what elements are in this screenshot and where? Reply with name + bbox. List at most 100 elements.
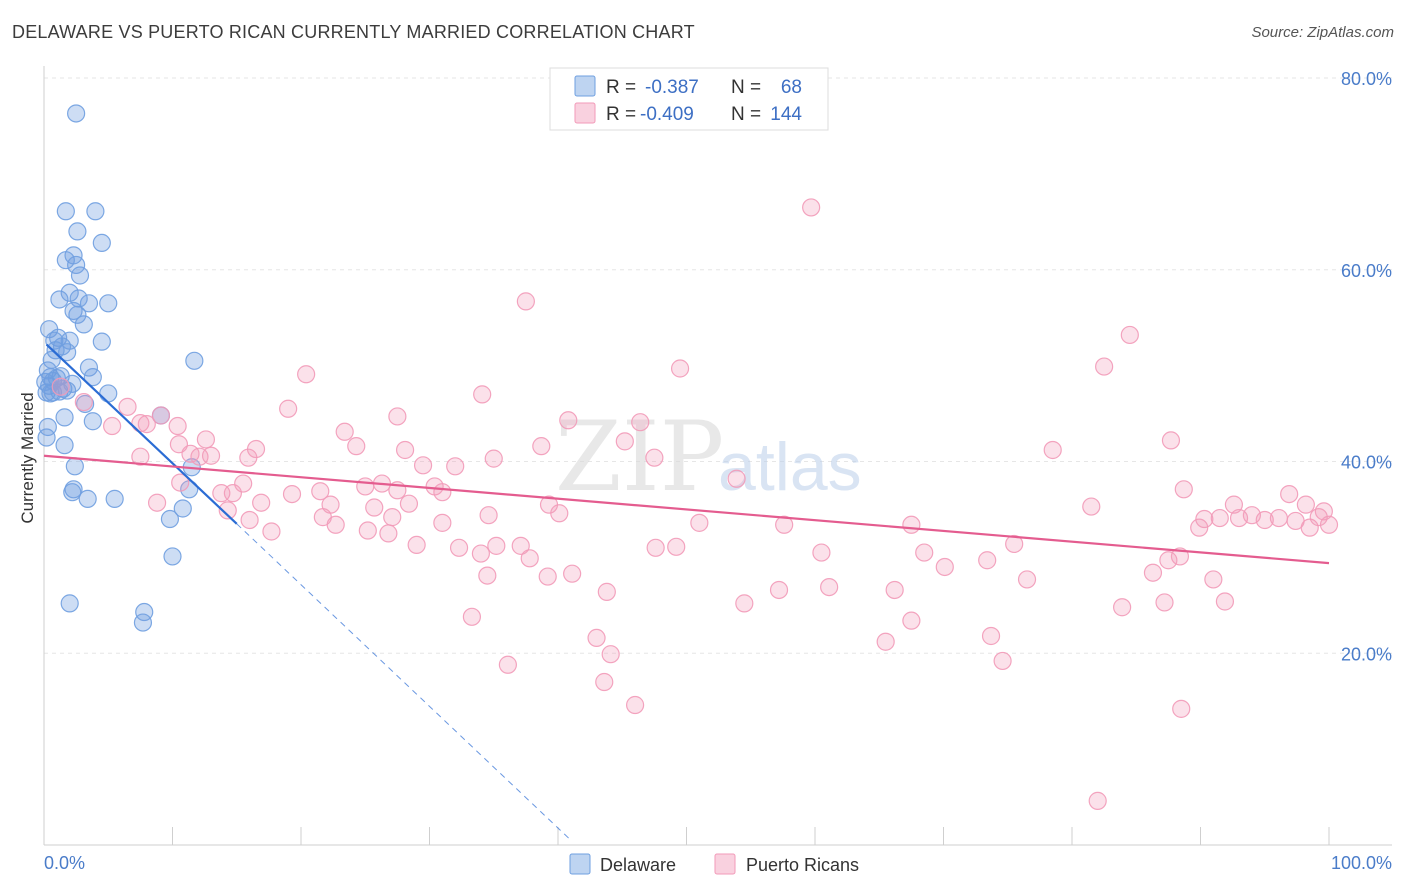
puerto-ricans-point-35 [645, 448, 664, 467]
puerto-ricans-point-18 [168, 416, 187, 436]
puerto-ricans-point-59 [1224, 495, 1244, 514]
delaware-point-0 [67, 104, 86, 123]
puerto-ricans-point-96 [471, 544, 490, 563]
delaware-point-10 [50, 290, 69, 309]
puerto-ricans-point-105 [563, 564, 582, 583]
delaware-point-31 [83, 368, 102, 387]
puerto-ricans-point-79 [690, 513, 709, 532]
puerto-ricans-point-118 [981, 626, 1001, 646]
puerto-ricans-point-83 [1255, 510, 1274, 530]
y-tick-label-2: 60.0% [1341, 261, 1392, 281]
puerto-ricans-point-61 [218, 501, 237, 520]
puerto-ricans-point-66 [1195, 509, 1214, 529]
bottom-legend-label-delaware: Delaware [600, 855, 676, 875]
puerto-ricans-point-32 [131, 447, 150, 466]
puerto-ricans-point-92 [667, 537, 686, 556]
puerto-ricans-point-19 [335, 422, 354, 441]
puerto-ricans-point-111 [820, 577, 839, 597]
delaware-point-50 [55, 436, 74, 455]
bottom-legend-label-puerto-ricans: Puerto Ricans [746, 855, 859, 875]
puerto-ricans-point-116 [462, 607, 482, 626]
series-puerto-ricans-points [51, 198, 1339, 810]
legend-r-label-delaware: R = [606, 77, 636, 98]
puerto-ricans-point-51 [223, 484, 242, 503]
legend-swatch-puerto-ricans [574, 102, 596, 124]
puerto-ricans-point-98 [935, 557, 954, 577]
puerto-ricans-point-122 [993, 651, 1012, 671]
puerto-ricans-point-84 [1300, 518, 1319, 537]
puerto-ricans-point-113 [1113, 598, 1132, 617]
delaware-point-23 [46, 341, 65, 360]
puerto-ricans-point-76 [326, 515, 345, 534]
y-tick-labels: 20.0% 40.0% 60.0% 80.0% [1341, 69, 1392, 664]
series-delaware-points [36, 104, 204, 632]
puerto-ricans-point-22 [532, 437, 551, 456]
trend-line-delaware [45, 343, 238, 525]
puerto-ricans-point-4 [1095, 357, 1114, 376]
puerto-ricans-point-72 [1309, 508, 1328, 527]
puerto-ricans-point-104 [538, 567, 557, 586]
delaware-point-46 [55, 408, 74, 427]
delaware-point-2 [86, 202, 105, 221]
delaware-point-25 [185, 351, 204, 370]
puerto-ricans-point-8 [74, 392, 93, 412]
puerto-ricans-point-108 [597, 582, 616, 601]
bottom-legend-swatch-delaware [569, 853, 591, 875]
delaware-point-54 [63, 483, 82, 502]
puerto-ricans-point-75 [240, 510, 259, 530]
delaware-point-55 [180, 480, 199, 499]
puerto-ricans-point-47 [433, 483, 452, 502]
source-label: Source: ZipAtlas.com [1251, 24, 1394, 41]
delaware-point-3 [68, 222, 87, 241]
puerto-ricans-point-48 [1174, 480, 1193, 499]
delaware-point-1 [56, 202, 75, 221]
delaware-point-7 [67, 255, 86, 275]
puerto-ricans-point-10 [279, 399, 298, 418]
puerto-ricans-point-110 [769, 580, 789, 600]
legend-r-label-puerto-ricans: R = [606, 104, 636, 125]
legend-n-label-delaware: N = [731, 77, 761, 98]
puerto-ricans-point-90 [511, 536, 530, 555]
puerto-ricans-point-43 [356, 477, 375, 496]
puerto-ricans-point-24 [395, 440, 415, 460]
trend-line-delaware-extension [236, 523, 572, 841]
puerto-ricans-point-41 [282, 484, 302, 504]
bottom-legend-swatch-puerto-ricans [714, 853, 736, 875]
puerto-ricans-point-17 [137, 415, 156, 434]
puerto-ricans-point-0 [802, 198, 821, 217]
y-tick-label-1: 40.0% [1341, 453, 1392, 473]
puerto-ricans-point-106 [1017, 570, 1037, 589]
delaware-point-12 [79, 294, 99, 313]
delaware-point-8 [70, 266, 90, 285]
puerto-ricans-point-6 [473, 385, 492, 404]
puerto-ricans-point-121 [601, 645, 620, 664]
puerto-ricans-point-100 [1159, 551, 1178, 570]
puerto-ricans-point-56 [399, 494, 419, 513]
legend-n-value-puerto-ricans: 144 [770, 104, 802, 125]
puerto-ricans-point-53 [252, 493, 271, 512]
puerto-ricans-point-31 [190, 447, 209, 466]
puerto-ricans-point-60 [1296, 495, 1315, 514]
legend-n-label-puerto-ricans: N = [731, 104, 761, 125]
puerto-ricans-point-38 [727, 469, 746, 488]
puerto-ricans-point-94 [915, 543, 934, 562]
puerto-ricans-point-115 [1215, 592, 1235, 611]
puerto-ricans-point-112 [885, 580, 904, 600]
puerto-ricans-point-123 [498, 655, 517, 674]
puerto-ricans-point-16 [103, 416, 122, 436]
legend-n-value-delaware: 68 [781, 77, 802, 98]
y-axis-title: Currently Married [18, 392, 37, 523]
puerto-ricans-point-82 [1190, 518, 1209, 537]
delaware-point-9 [60, 283, 79, 302]
delaware-point-21 [92, 332, 111, 351]
y-tick-label-3: 80.0% [1341, 69, 1392, 89]
puerto-ricans-point-63 [383, 508, 402, 527]
puerto-ricans-point-89 [487, 536, 506, 555]
puerto-ricans-point-42 [311, 482, 330, 501]
puerto-ricans-point-127 [1088, 791, 1107, 810]
puerto-ricans-point-25 [347, 437, 366, 456]
puerto-ricans-point-65 [550, 504, 569, 523]
puerto-ricans-point-55 [365, 498, 384, 517]
puerto-ricans-point-107 [1204, 570, 1223, 589]
